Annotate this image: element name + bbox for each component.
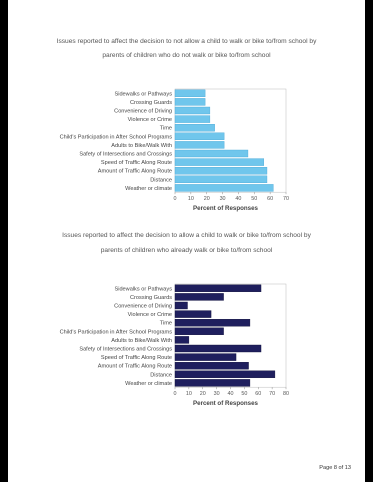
chart-2-x-tick-label: 0	[174, 391, 177, 397]
chart-1-bar	[174, 141, 225, 149]
chart-2-title-line-1: Issues reported to affect the decision t…	[62, 232, 311, 239]
chart-2-x-axis-label: Percent of Responses	[193, 400, 259, 407]
chart-2-x-tick-label: 30	[214, 391, 220, 397]
chart-2-bar	[174, 379, 251, 387]
chart-1-category-label: Child's Participation in After School Pr…	[60, 134, 173, 140]
chart-2-x-tick-label: 10	[186, 391, 192, 397]
chart-1-bar	[174, 89, 206, 98]
chart-1-category-label: Weather or climate	[125, 186, 172, 192]
chart-1-x-tick-label: 0	[174, 196, 177, 202]
chart-2: Sidewalks or Pathways Crossing Guards Conv…	[60, 283, 289, 407]
chart-2-x-tick-label: 70	[269, 391, 275, 397]
chart-2-category-label: Time	[160, 321, 172, 327]
chart-2-bar	[174, 370, 276, 379]
chart-1-x-tick-label: 70	[283, 196, 289, 202]
chart-1-category-label: Safety of Intersections and Crossings	[79, 152, 172, 158]
chart-2-category-label: Weather or climate	[125, 381, 172, 387]
chart-2-category-label: Sidewalks or Pathways	[114, 286, 172, 292]
chart-2-category-label: Amount of Traffic Along Route	[98, 364, 172, 370]
chart-1-title-line-2: parents of children who do not walk or b…	[102, 52, 271, 59]
chart-2-x-tick-label: 50	[241, 391, 247, 397]
chart-1-bar	[174, 149, 249, 158]
chart-2-bar	[174, 310, 212, 318]
chart-2-category-label: Adults to Bike/Walk With	[111, 338, 172, 344]
chart-2-category-label: Safety of Intersections and Crossings	[79, 347, 172, 353]
chart-2-bar	[174, 319, 251, 327]
chart-2-category-label: Convenience of Driving	[114, 304, 172, 310]
chart-1-category-label: Amount of Traffic Along Route	[98, 169, 172, 175]
chart-1-category-label: Convenience of Driving	[114, 109, 172, 115]
chart-1-plot-frame	[174, 88, 287, 193]
chart-1-bar	[174, 175, 268, 184]
chart-2-bar	[174, 301, 188, 310]
chart-1-bar	[174, 158, 265, 166]
chart-1-category-label: Time	[160, 126, 172, 132]
chart-1-bar	[174, 106, 211, 115]
chart-1-bar	[174, 166, 268, 175]
chart-1-bar	[174, 132, 225, 140]
chart-1-x-tick-label: 50	[251, 196, 257, 202]
chart-2-x-tick-label: 60	[255, 391, 261, 397]
chart-2-bar	[174, 293, 224, 301]
chart-2-x-tick-label: 20	[200, 391, 206, 397]
chart-1-category-label: Crossing Guards	[130, 100, 172, 106]
chart-1-bar	[174, 124, 215, 132]
chart-2-category-label: Distance	[150, 372, 172, 378]
chart-2-bar	[174, 284, 262, 293]
chart-1-x-tick-label: 40	[235, 196, 241, 202]
chart-2-x-tick-label: 40	[228, 391, 234, 397]
chart-2-bar	[174, 344, 262, 353]
chart-2-category-label: Crossing Guards	[130, 295, 172, 301]
chart-1-x-tick-label: 10	[188, 196, 194, 202]
chart-1-title-line-1: Issues reported to affect the decision t…	[56, 38, 317, 45]
chart-1-x-tick-label: 20	[204, 196, 210, 202]
chart-1-x-tick-label: 60	[267, 196, 273, 202]
chart-2-bar	[174, 327, 224, 335]
chart-2-bar	[174, 361, 249, 370]
document-page: Issues reported to affect the decision t…	[8, 0, 365, 482]
chart-2-category-label: Speed of Traffic Along Route	[101, 355, 172, 361]
chart-1-bar	[174, 184, 274, 192]
chart-2-category-label: Violence or Crime	[128, 312, 172, 318]
chart-1-category-label: Adults to Bike/Walk With	[111, 143, 172, 149]
chart-2-x-tick-label: 80	[283, 391, 289, 397]
chart-1-category-label: Speed of Traffic Along Route	[101, 160, 172, 166]
chart-2-bar	[174, 336, 190, 344]
chart-1-category-label: Distance	[150, 177, 172, 183]
chart-2-title-line-2: parents of children who already walk or …	[100, 247, 273, 254]
chart-2-bar	[174, 353, 237, 361]
chart-1-category-label: Violence or Crime	[128, 117, 172, 123]
chart-1: Sidewalks or Pathways Crossing Guards Conv…	[60, 88, 289, 212]
chart-1-x-tick-label: 30	[220, 196, 226, 202]
chart-1-bar	[174, 98, 206, 106]
chart-2-category-label: Child's Participation in After School Pr…	[60, 329, 173, 335]
chart-1-x-axis-label: Percent of Responses	[193, 205, 259, 212]
page-number: Page 8 of 13	[319, 465, 351, 471]
chart-1-category-label: Sidewalks or Pathways	[114, 91, 172, 97]
chart-1-bar	[174, 115, 211, 123]
